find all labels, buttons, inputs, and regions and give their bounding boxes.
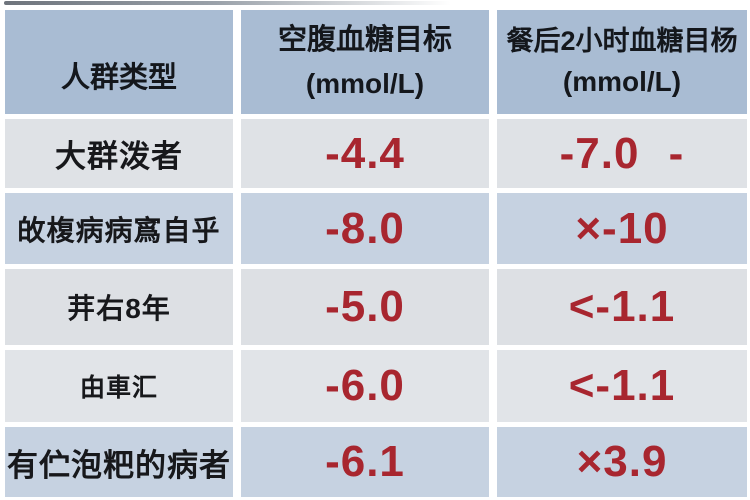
postprandial-value: -7.0 - [497, 119, 747, 188]
header-postprandial-label: 餐后2小时血糖目杨 [506, 25, 738, 56]
top-edge-artifact [4, 1, 474, 5]
header-cell-fasting: 空腹血糖目标 (mmol/L) [241, 10, 489, 114]
header-cell-population: 人群类型 [5, 10, 233, 114]
postprandial-value: <-1.1 [497, 269, 747, 345]
fasting-value: -6.1 [241, 427, 489, 497]
header-fasting-label: 空腹血糖目标 [277, 24, 452, 57]
header-fasting-unit: (mmol/L) [305, 67, 425, 99]
row-label: 大群泼者 [5, 119, 233, 188]
header-postprandial-unit: (mmol/L) [562, 66, 682, 98]
postprandial-value: <-1.1 [497, 350, 747, 422]
row-label: 茾右8年 [5, 269, 233, 345]
row-label: 敀椱病病寪自乎 [5, 193, 233, 264]
header-cell-postprandial: 餐后2小时血糖目杨 (mmol/L) [497, 10, 747, 114]
row-label: 甶車汇 [5, 350, 233, 422]
postprandial-value: ×-10 [497, 193, 747, 264]
header-population-label: 人群类型 [60, 62, 177, 95]
fasting-value: -6.0 [241, 350, 489, 422]
postprandial-value: ×3.9 [497, 427, 747, 497]
row-label: 有伫泡粑的病者 [5, 427, 233, 497]
fasting-value: -8.0 [241, 193, 489, 264]
fasting-value: -4.4 [241, 119, 489, 188]
fasting-value: -5.0 [241, 269, 489, 345]
